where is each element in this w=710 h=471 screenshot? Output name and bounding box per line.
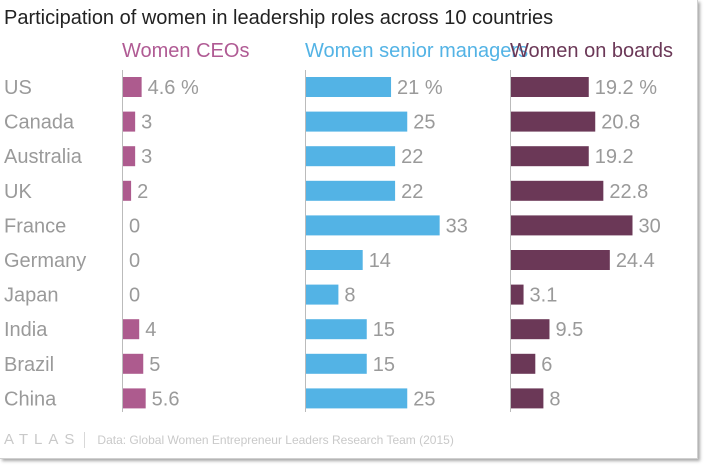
bar-2	[306, 77, 392, 97]
value-label: 25	[413, 388, 435, 410]
value-label: 4.6 %	[148, 77, 199, 99]
bar-1	[123, 388, 146, 409]
value-label: 5	[149, 354, 160, 376]
value-label: 22	[401, 146, 423, 168]
value-label: 22.8	[609, 181, 648, 203]
category-label: Germany	[4, 250, 86, 272]
bar-3	[511, 319, 550, 340]
bar-1	[123, 111, 136, 132]
series-header-1: Women CEOs	[122, 40, 249, 62]
bar-3	[511, 146, 589, 167]
bar-3	[511, 180, 604, 201]
value-label: 21 %	[397, 77, 443, 99]
value-label: 8	[549, 388, 560, 410]
atlas-logo: ATLAS	[4, 431, 81, 448]
value-label: 5.6	[152, 388, 180, 410]
value-label: 8	[344, 285, 355, 307]
bar-2	[306, 319, 367, 340]
category-label: France	[4, 215, 66, 237]
value-label: 33	[446, 215, 468, 237]
value-label: 15	[373, 319, 395, 341]
bar-3	[511, 111, 596, 132]
bar-3	[511, 77, 589, 97]
value-label: 25	[413, 112, 435, 134]
value-label: 4	[145, 319, 156, 341]
value-label: 3.1	[530, 285, 558, 307]
value-label: 2	[137, 181, 148, 203]
value-label: 9.5	[555, 319, 583, 341]
value-label: 22	[401, 181, 423, 203]
source-note: Data: Global Women Entrepreneur Leaders …	[97, 432, 454, 447]
bar-1	[123, 180, 132, 201]
value-label: 3	[141, 112, 152, 134]
category-label: UK	[4, 181, 32, 203]
footer-divider	[84, 431, 86, 448]
chart-frame: Participation of women in leadership rol…	[0, 0, 698, 459]
bar-1	[123, 77, 142, 97]
category-label: US	[4, 77, 32, 99]
series-header-2: Women senior managers	[305, 40, 528, 62]
category-label: Japan	[4, 285, 59, 307]
bar-3	[511, 215, 633, 236]
bar-2	[306, 180, 396, 201]
category-label: Australia	[4, 146, 83, 168]
bar-2	[306, 250, 363, 270]
value-label: 19.2 %	[595, 77, 657, 99]
series-header-3: Women on boards	[510, 40, 673, 62]
value-label: 30	[639, 215, 661, 237]
value-label: 19.2	[595, 146, 634, 168]
value-label: 3	[141, 146, 152, 168]
category-label: Canada	[4, 112, 75, 134]
bar-3	[511, 250, 610, 270]
value-label: 0	[129, 250, 140, 272]
value-label: 6	[541, 354, 552, 376]
value-label: 15	[373, 354, 395, 376]
category-label: China	[4, 388, 57, 410]
value-label: 14	[369, 250, 391, 272]
bar-2	[306, 111, 408, 132]
value-label: 0	[129, 215, 140, 237]
bar-2	[306, 284, 339, 305]
bar-1	[123, 146, 136, 167]
value-label: 20.8	[601, 112, 640, 134]
value-label: 0	[129, 285, 140, 307]
footer: ATLAS Data: Global Women Entrepreneur Le…	[4, 431, 454, 448]
bar-3	[511, 353, 536, 374]
bar-2	[306, 388, 408, 409]
bar-2	[306, 215, 440, 236]
bar-2	[306, 146, 396, 167]
bar-2	[306, 353, 367, 374]
bar-3	[511, 284, 524, 305]
category-label: Brazil	[4, 354, 54, 376]
category-label: India	[4, 319, 48, 341]
bar-1	[123, 319, 140, 340]
value-label: 24.4	[616, 250, 655, 272]
bar-3	[511, 388, 544, 409]
chart-title: Participation of women in leadership rol…	[4, 7, 554, 29]
bar-1	[123, 353, 144, 374]
